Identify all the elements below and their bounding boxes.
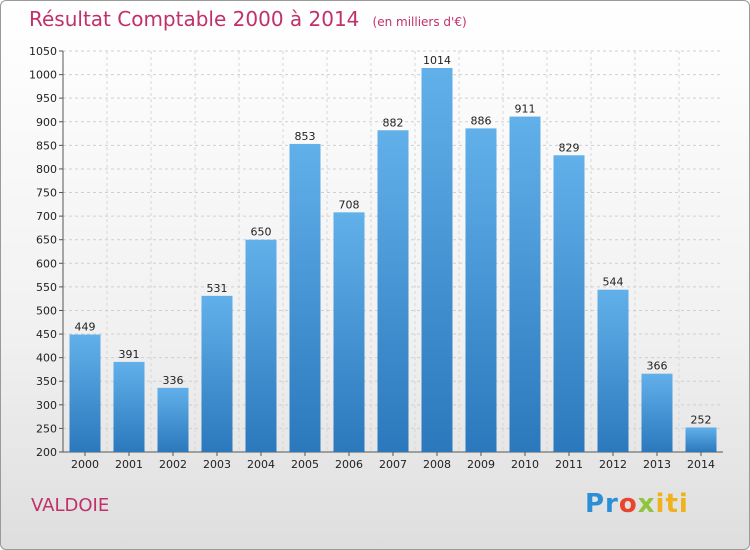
y-tick-label: 750: [36, 187, 57, 200]
data-label-2003: 531: [207, 282, 228, 295]
y-tick-label: 950: [36, 92, 57, 105]
x-tick-label-2010: 2010: [511, 458, 539, 471]
y-tick-label: 500: [36, 304, 57, 317]
title-unit: (en milliers d'€): [372, 15, 467, 29]
bar-2001: [113, 361, 145, 452]
data-label-2012: 544: [603, 276, 624, 289]
bar-2013: [641, 373, 673, 452]
x-tick-label-2007: 2007: [379, 458, 407, 471]
bar-2011: [553, 155, 585, 452]
x-tick-label-2005: 2005: [291, 458, 319, 471]
y-tick-label: 900: [36, 116, 57, 129]
location-label: VALDOIE: [31, 495, 110, 516]
data-label-2000: 449: [75, 321, 96, 334]
data-label-2009: 886: [471, 114, 492, 127]
bar-2014: [685, 427, 717, 452]
bar-2007: [377, 130, 409, 452]
data-label-2014: 252: [691, 413, 712, 426]
bar-2010: [509, 116, 541, 453]
x-tick-label-2004: 2004: [247, 458, 275, 471]
y-tick-label: 450: [36, 328, 57, 341]
y-tick-label: 850: [36, 139, 57, 152]
x-tick-label-2013: 2013: [643, 458, 671, 471]
x-tick-label-2012: 2012: [599, 458, 627, 471]
data-label-2005: 853: [295, 130, 316, 143]
x-tick-label-2006: 2006: [335, 458, 363, 471]
y-tick-label: 600: [36, 257, 57, 270]
x-tick-label-2002: 2002: [159, 458, 187, 471]
data-label-2013: 366: [647, 360, 668, 373]
data-label-2010: 911: [515, 103, 536, 116]
x-tick-label-2011: 2011: [555, 458, 583, 471]
y-tick-label: 200: [36, 446, 57, 459]
bar-2012: [597, 289, 629, 452]
y-tick-label: 1050: [29, 45, 57, 58]
data-label-2007: 882: [383, 116, 404, 129]
chart-title: Résultat Comptable 2000 à 2014 (en milli…: [29, 7, 467, 31]
bar-2009: [465, 128, 497, 452]
bar-2003: [201, 295, 233, 452]
x-tick-label-2014: 2014: [687, 458, 715, 471]
bar-2000: [69, 334, 101, 452]
data-label-2006: 708: [339, 198, 360, 211]
data-label-2001: 391: [119, 348, 140, 361]
bar-2002: [157, 387, 189, 452]
data-label-2008: 1014: [423, 54, 451, 67]
bar-2004: [245, 239, 277, 452]
logo-part-4: iti: [655, 489, 689, 519]
bar-2006: [333, 212, 365, 452]
y-tick-label: 1000: [29, 69, 57, 82]
brand-logo: Proxiti: [585, 489, 689, 519]
bar-2008: [421, 67, 453, 453]
x-tick-label-2001: 2001: [115, 458, 143, 471]
x-tick-label-2008: 2008: [423, 458, 451, 471]
title-text: Résultat Comptable 2000 à 2014: [29, 7, 360, 31]
x-tick-label-2003: 2003: [203, 458, 231, 471]
y-tick-label: 350: [36, 375, 57, 388]
logo-part-3: x: [637, 489, 656, 519]
y-tick-label: 250: [36, 422, 57, 435]
x-tick-label-2009: 2009: [467, 458, 495, 471]
y-tick-label: 550: [36, 281, 57, 294]
data-label-2004: 650: [251, 226, 272, 239]
x-tick-label-2000: 2000: [71, 458, 99, 471]
y-tick-label: 400: [36, 352, 57, 365]
data-label-2011: 829: [559, 141, 580, 154]
logo-part-1: Pr: [585, 489, 619, 519]
data-label-2002: 336: [163, 374, 184, 387]
y-tick-label: 700: [36, 210, 57, 223]
logo-part-2: o: [618, 489, 638, 519]
bar-2005: [289, 143, 321, 452]
y-tick-label: 800: [36, 163, 57, 176]
y-tick-label: 650: [36, 234, 57, 247]
y-tick-label: 300: [36, 399, 57, 412]
